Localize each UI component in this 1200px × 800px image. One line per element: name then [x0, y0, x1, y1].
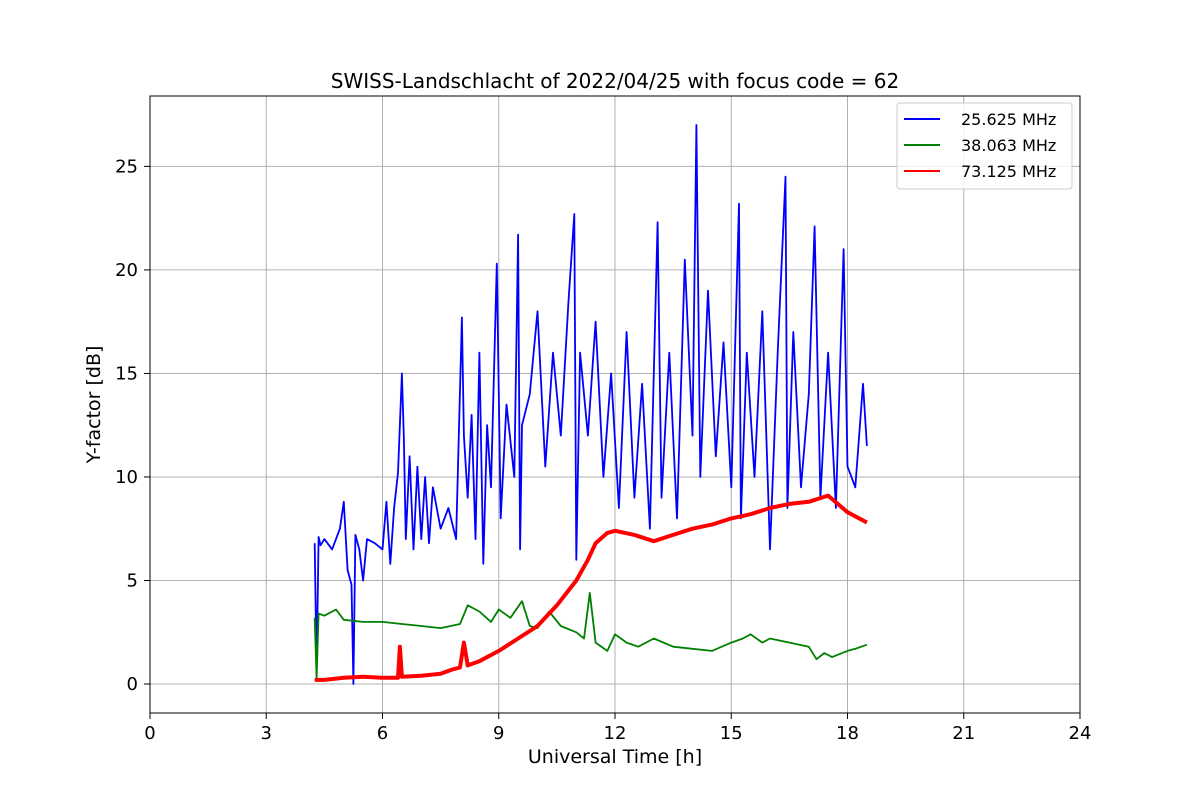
y-tick-label: 15 [115, 363, 138, 384]
ticks: 0 3 6 9 12 15 18 21 24 0 5 10 15 20 25 [115, 156, 1091, 744]
legend-label: 73.125 MHz [961, 162, 1056, 181]
legend-label: 25.625 MHz [961, 110, 1056, 129]
series-line-25-625-mhz [313, 124, 868, 685]
x-axis-title: Universal Time [h] [528, 746, 702, 768]
series-layer [313, 124, 868, 685]
chart-title: SWISS-Landschlacht of 2022/04/25 with fo… [331, 69, 899, 93]
y-tick-label: 5 [127, 570, 138, 591]
x-tick-label: 3 [261, 723, 272, 744]
y-tick-label: 25 [115, 156, 138, 177]
y-tick-label: 0 [127, 674, 138, 695]
x-tick-label: 6 [377, 723, 388, 744]
x-tick-label: 18 [836, 723, 859, 744]
x-tick-label: 12 [604, 723, 627, 744]
legend-box [896, 102, 1073, 190]
y-tick-label: 10 [115, 467, 138, 488]
x-tick-label: 9 [493, 723, 504, 744]
x-tick-label: 0 [144, 723, 155, 744]
y-axis-title: Y-factor [dB] [83, 346, 105, 465]
legend: 25.625 MHz 38.063 MHz 73.125 MHz [896, 102, 1073, 190]
series-line-73-125-mhz [314, 493, 868, 682]
legend-label: 38.063 MHz [961, 136, 1056, 155]
x-tick-label: 24 [1069, 723, 1092, 744]
x-tick-label: 15 [720, 723, 743, 744]
x-tick-label: 21 [952, 723, 975, 744]
series-line-38-063-mhz [313, 592, 868, 679]
y-tick-label: 20 [115, 260, 138, 281]
